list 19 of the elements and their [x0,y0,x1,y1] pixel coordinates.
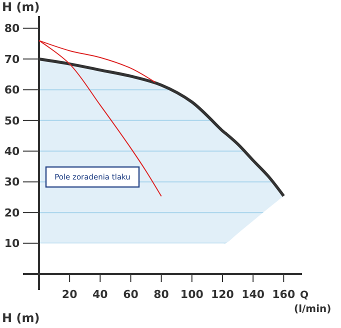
x-tick-label: 20 [62,288,78,301]
x-tick-label: 160 [272,288,296,301]
y-tick-label: 60 [4,84,20,97]
y-tick-label: 80 [4,22,20,36]
y-tick-label: 70 [4,52,20,66]
x-tick-label: 60 [123,288,139,301]
text: H (m) [2,311,40,325]
y-tick-label: 40 [4,144,20,158]
y-tick-label: 50 [4,114,20,128]
x-tick-label: 140 [242,288,265,301]
y-axis-title: H (m) [2,0,40,14]
x-tick-label: 100 [180,288,204,301]
y-tick-label: 20 [4,206,20,220]
x-axis-title: Q (l/min) [294,290,332,315]
y-tick-label: 10 [4,237,20,250]
x-tick-label: 120 [211,288,234,301]
x-tick-label: 40 [92,288,108,301]
y-tick-label: 30 [4,176,20,189]
x-tick-label: 80 [154,288,170,301]
